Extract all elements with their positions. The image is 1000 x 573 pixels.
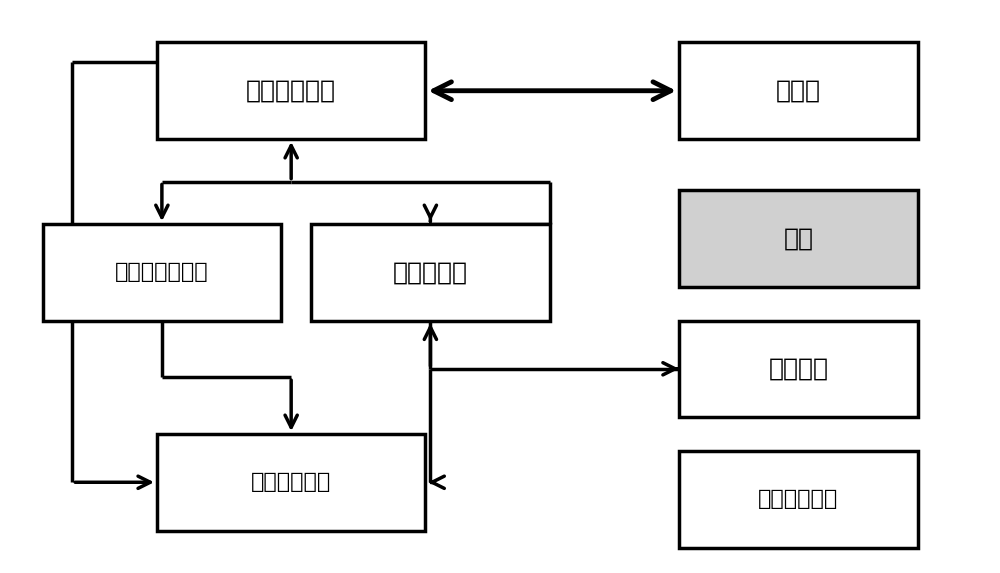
Text: 标准定量水模: 标准定量水模: [758, 489, 838, 509]
Text: 核磁共振谱仪: 核磁共振谱仪: [246, 79, 336, 103]
Text: 前置放大器: 前置放大器: [393, 260, 468, 284]
FancyBboxPatch shape: [679, 320, 918, 417]
Text: 射频线圈: 射频线圈: [768, 357, 828, 381]
Text: 控制台: 控制台: [776, 79, 821, 103]
FancyBboxPatch shape: [157, 42, 425, 139]
FancyBboxPatch shape: [43, 224, 281, 320]
FancyBboxPatch shape: [679, 190, 918, 286]
FancyBboxPatch shape: [679, 42, 918, 139]
Text: 收发转换开关: 收发转换开关: [251, 472, 331, 492]
FancyBboxPatch shape: [679, 451, 918, 548]
FancyBboxPatch shape: [311, 224, 550, 320]
FancyBboxPatch shape: [157, 434, 425, 531]
Text: 射频功率放大器: 射频功率放大器: [115, 262, 209, 282]
Text: 磁体: 磁体: [783, 226, 813, 250]
